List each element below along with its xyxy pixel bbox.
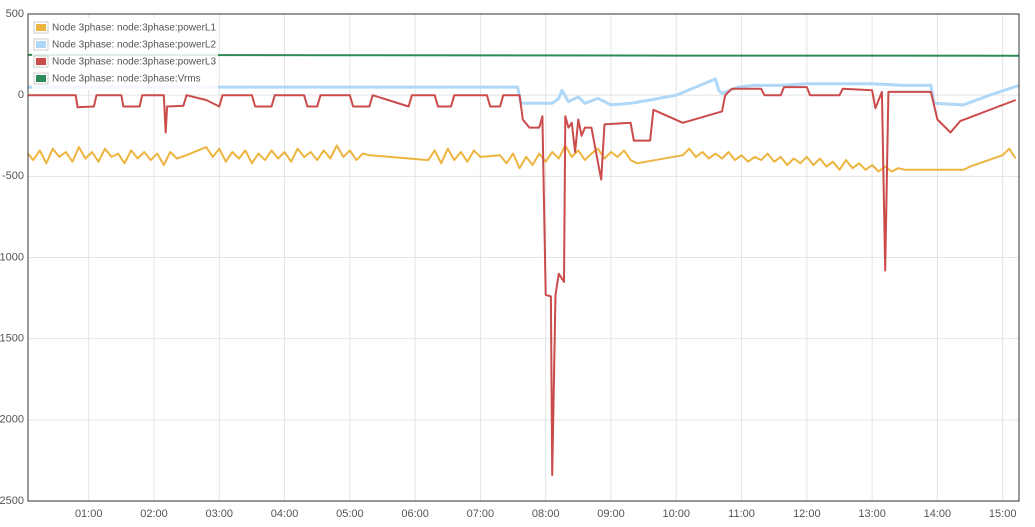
axis-labels: 500 0 -500 -1000 -1500 -2000 -2500 01:00 02:00 03… [0,8,1016,520]
legend-swatch [36,58,46,65]
x-tick-label: 02:00 [140,508,168,520]
x-tick-label: 07:00 [467,508,495,520]
series-line [28,77,1020,107]
x-tick-label: 05:00 [336,508,364,520]
x-tick-label: 14:00 [924,508,952,520]
x-tick-label: 12:00 [793,508,821,520]
legend-swatch-border [33,38,49,51]
legend-swatch-border [33,72,49,85]
legend-swatch-border [33,55,49,68]
legend-label: Node 3phase: node:3phase:Vrms [52,74,201,85]
x-tick-label: 09:00 [597,508,625,520]
y-tick-label: -1500 [0,333,24,345]
series-line [27,144,1017,173]
x-tick-label: 15:00 [989,508,1017,520]
plot-border [27,13,1020,502]
series-line [28,86,1017,476]
x-tick-label: 13:00 [858,508,886,520]
legend-swatch [36,41,46,48]
y-tick-label: -500 [2,170,24,182]
x-tick-label: 01:00 [75,508,103,520]
legend-label: Node 3phase: node:3phase:powerL1 [52,23,216,34]
plot-lines [27,53,1020,476]
legend-box [32,18,218,90]
x-tick-label: 03:00 [206,508,234,520]
y-tick-label: 0 [18,89,24,101]
legend-swatch-border [33,21,49,34]
x-tick-label: 11:00 [728,508,755,520]
x-tick-label: 06:00 [401,508,429,520]
y-tick-label: -2000 [0,414,24,426]
y-tick-label: -2500 [0,495,24,507]
legend-label: Node 3phase: node:3phase:powerL3 [52,57,216,68]
y-tick-label: -1000 [0,251,24,263]
legend-swatch [36,75,46,82]
y-tick-label: 500 [6,8,24,20]
x-tick-label: 10:00 [662,508,690,520]
x-tick-label: 08:00 [532,508,560,520]
x-tick-label: 04:00 [271,508,299,520]
legend: Node 3phase: node:3phase:powerL1 Node 3ph… [32,18,218,90]
legend-swatch [36,24,46,31]
legend-label: Node 3phase: node:3phase:powerL2 [52,40,216,51]
